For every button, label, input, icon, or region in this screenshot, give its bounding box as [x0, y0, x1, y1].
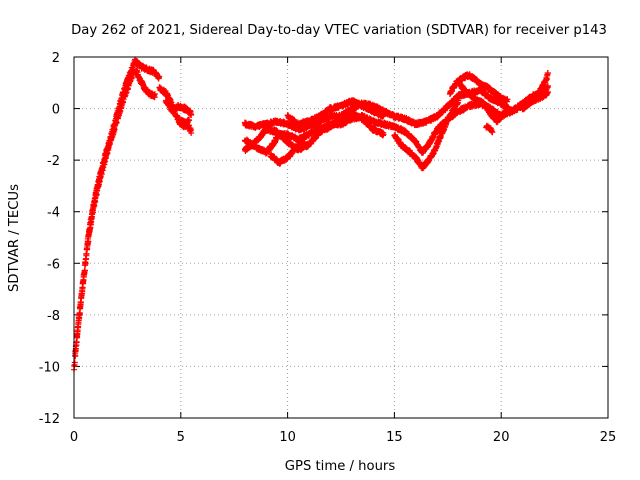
data-point: [455, 97, 462, 104]
y-tick-label: -4: [47, 206, 60, 221]
data-point: [544, 89, 551, 95]
data-point: [71, 359, 78, 366]
y-tick-label: -12: [39, 412, 60, 427]
x-tick-label: 10: [279, 430, 296, 445]
data-point: [113, 119, 120, 126]
data-point: [73, 338, 80, 345]
y-tick-label: -6: [47, 257, 60, 272]
data-point: [504, 96, 511, 103]
tick-labels: 0 5 10 15 20 25 -12 -10 -8 -6 -4 -2 0 2: [39, 51, 617, 445]
data-point: [188, 130, 195, 136]
y-tick-label: -10: [39, 360, 60, 375]
x-tick-label: 15: [386, 430, 403, 445]
data-point: [380, 131, 387, 138]
data-point: [301, 138, 308, 145]
y-tick-label: 2: [52, 51, 60, 66]
data-point: [188, 111, 195, 118]
data-point: [151, 91, 158, 97]
x-tick-label: 25: [600, 430, 617, 445]
data-points: [71, 56, 551, 373]
y-tick-label: -2: [47, 154, 60, 169]
y-tick-label: 0: [52, 103, 60, 118]
x-tick-label: 0: [70, 430, 78, 445]
data-point: [85, 238, 92, 245]
x-tick-label: 20: [493, 430, 510, 445]
x-tick-label: 5: [177, 430, 185, 445]
data-point: [81, 267, 88, 274]
data-point: [380, 112, 387, 119]
data-point: [156, 73, 163, 80]
y-tick-label: -8: [47, 309, 60, 324]
